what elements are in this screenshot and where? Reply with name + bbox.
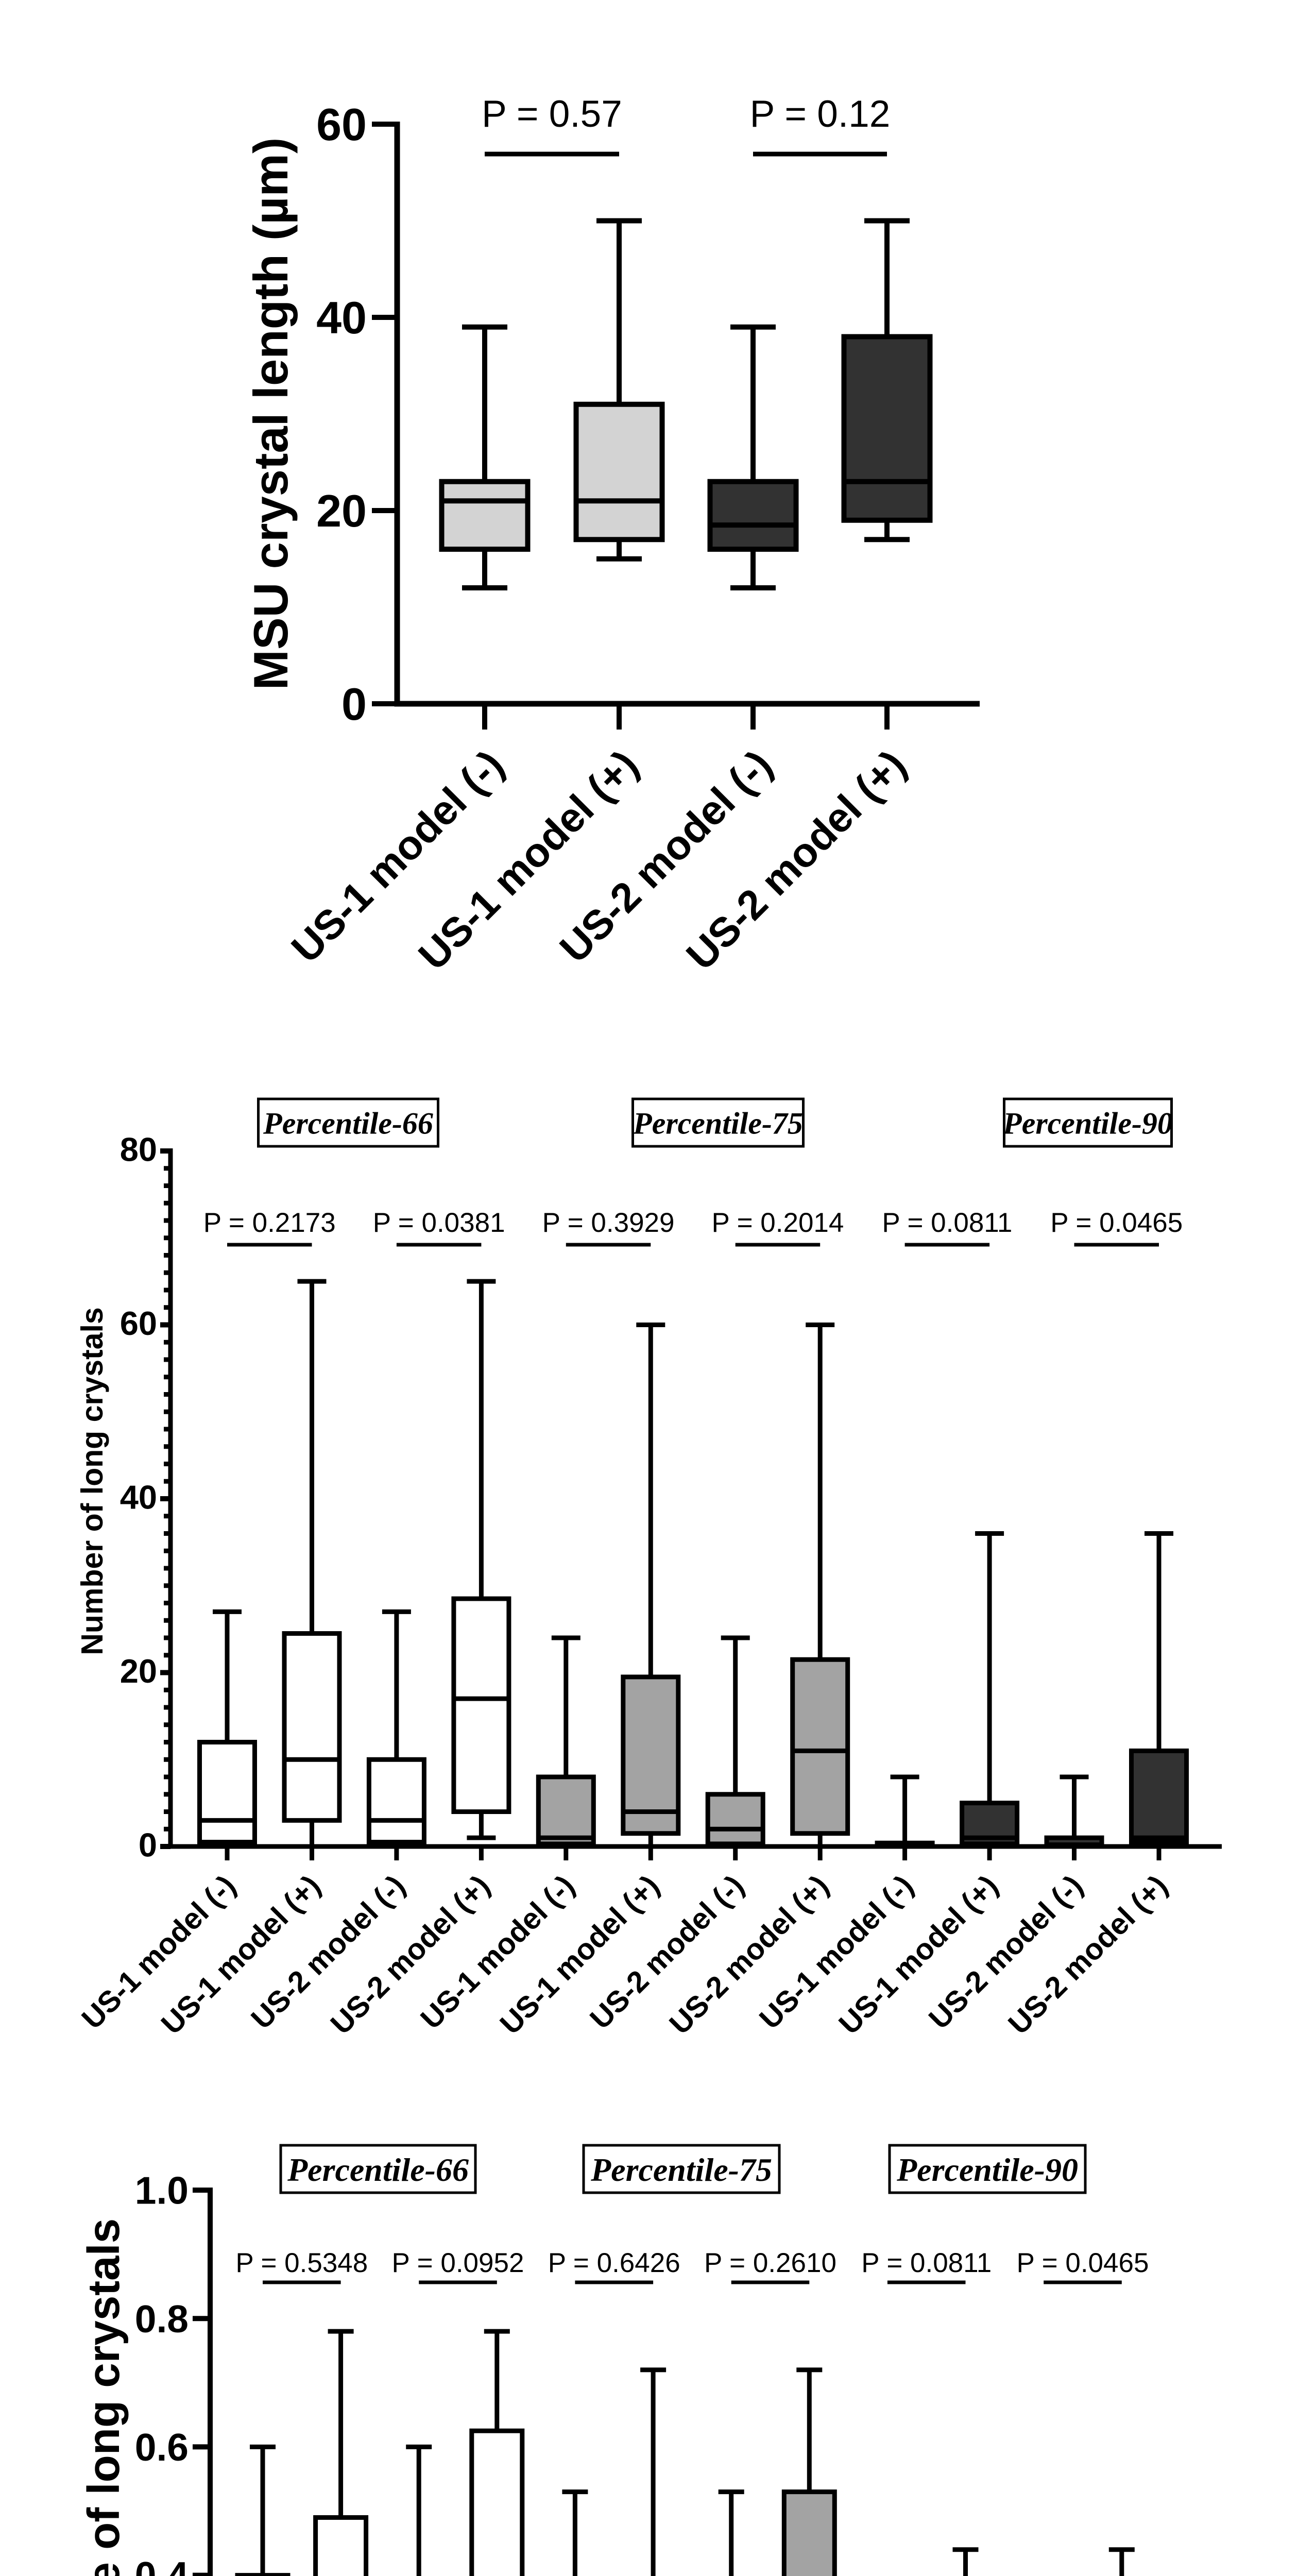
group-header-label: Percentile-66: [287, 2151, 469, 2188]
y-tick-label: 40: [120, 1479, 157, 1516]
x-tick-label: US-1 model (+): [832, 1869, 1004, 2041]
box-us-1-model---: [197, 1740, 257, 1845]
x-tick-label: US-2 model (-): [245, 1869, 412, 2036]
group-header-box: [631, 1097, 805, 1148]
box-us-2-model---: [705, 1792, 765, 1846]
box-us-2-model---: [707, 479, 799, 552]
x-tick-label: US-2 model (+): [324, 1869, 496, 2041]
group-header-label: Percentile-90: [896, 2151, 1078, 2188]
x-tick-label: US-2 model (+): [663, 1869, 835, 2041]
box-us-2-model-+-: [781, 2489, 837, 2576]
box-us-1-model---: [536, 1774, 596, 1846]
box-us-1-model-+-: [282, 1631, 342, 1823]
x-tick-label: US-1 model (+): [155, 1869, 327, 2041]
group-header-box: [279, 2144, 477, 2194]
box-us-1-model---: [235, 2573, 291, 2576]
x-tick-label: US-1 model (-): [75, 1869, 242, 2036]
box-us-2-model-+-: [790, 1657, 850, 1836]
box-us-1-model---: [439, 479, 531, 552]
p-value-label: P = 0.12: [750, 93, 891, 135]
y-tick-label: 0: [139, 1826, 157, 1864]
y-tick-label: 80: [120, 1131, 157, 1168]
box-us-2-model-+-: [469, 2428, 525, 2576]
x-tick-label: US-2 model (-): [584, 1869, 750, 2036]
x-tick-label: US-1 model (-): [414, 1869, 581, 2036]
p-value-label: P = 0.0381: [373, 1208, 505, 1238]
y-tick-label: 60: [120, 1304, 157, 1342]
group-header-box: [582, 2144, 781, 2194]
p-value-label: P = 0.57: [482, 93, 622, 135]
y-axis-title: Number of long crystals: [75, 1307, 109, 1655]
group-header-label: Percentile-66: [263, 1107, 433, 1141]
box-us-2-model---: [366, 1757, 426, 1845]
x-tick-label: US-2 model (+): [1002, 1869, 1174, 2041]
group-header-box: [257, 1097, 439, 1148]
p-value-label: P = 0.0811: [882, 1208, 1012, 1238]
group-header-label: Percentile-90: [1002, 1107, 1173, 1141]
y-tick-label: 0.6: [135, 2426, 189, 2469]
y-tick-label: 60: [316, 99, 367, 150]
y-tick-label: 0: [341, 679, 367, 730]
box-us-1-model-+-: [313, 2515, 369, 2576]
group-header-label: Percentile-75: [590, 2151, 772, 2188]
p-value-label: P = 0.5348: [235, 2248, 368, 2278]
p-value-label: P = 0.2173: [203, 1208, 336, 1238]
p-value-label: P = 0.2014: [711, 1208, 844, 1238]
box-us-1-model-+-: [573, 401, 665, 543]
p-value-label: P = 0.3929: [542, 1208, 675, 1238]
x-tick-label: US-1 model (+): [493, 1869, 665, 2041]
y-tick-label: 40: [316, 292, 367, 343]
box-us-2-model-+-: [1129, 1748, 1189, 1845]
y-axis-title: MSU crystal length (µm): [244, 138, 298, 690]
box-us-2-model-+-: [451, 1596, 511, 1814]
p-value-label: P = 0.0465: [1017, 2248, 1149, 2278]
y-axis-title: Percentage of long crystals: [79, 2218, 129, 2576]
box-us-2-model-+-: [841, 334, 933, 523]
y-tick-label: 20: [316, 485, 367, 536]
p-value-label: P = 0.0465: [1050, 1208, 1183, 1238]
y-tick-label: 20: [120, 1652, 157, 1690]
p-value-label: P = 0.2610: [704, 2248, 836, 2278]
box-us-1-model-+-: [621, 1674, 681, 1836]
x-tick-label: US-1 model (-): [753, 1869, 920, 2036]
group-header-label: Percentile-75: [633, 1107, 803, 1141]
group-header-box: [1003, 1097, 1173, 1148]
y-tick-label: 0.8: [135, 2297, 189, 2341]
p-value-label: P = 0.6426: [548, 2248, 680, 2278]
p-value-label: P = 0.0811: [861, 2248, 992, 2278]
p-value-label: P = 0.0952: [392, 2248, 524, 2278]
group-header-box: [888, 2144, 1087, 2194]
y-tick-label: 0.4: [135, 2554, 189, 2576]
x-tick-label: US-2 model (-): [923, 1869, 1089, 2036]
y-tick-label: 1.0: [135, 2169, 189, 2212]
